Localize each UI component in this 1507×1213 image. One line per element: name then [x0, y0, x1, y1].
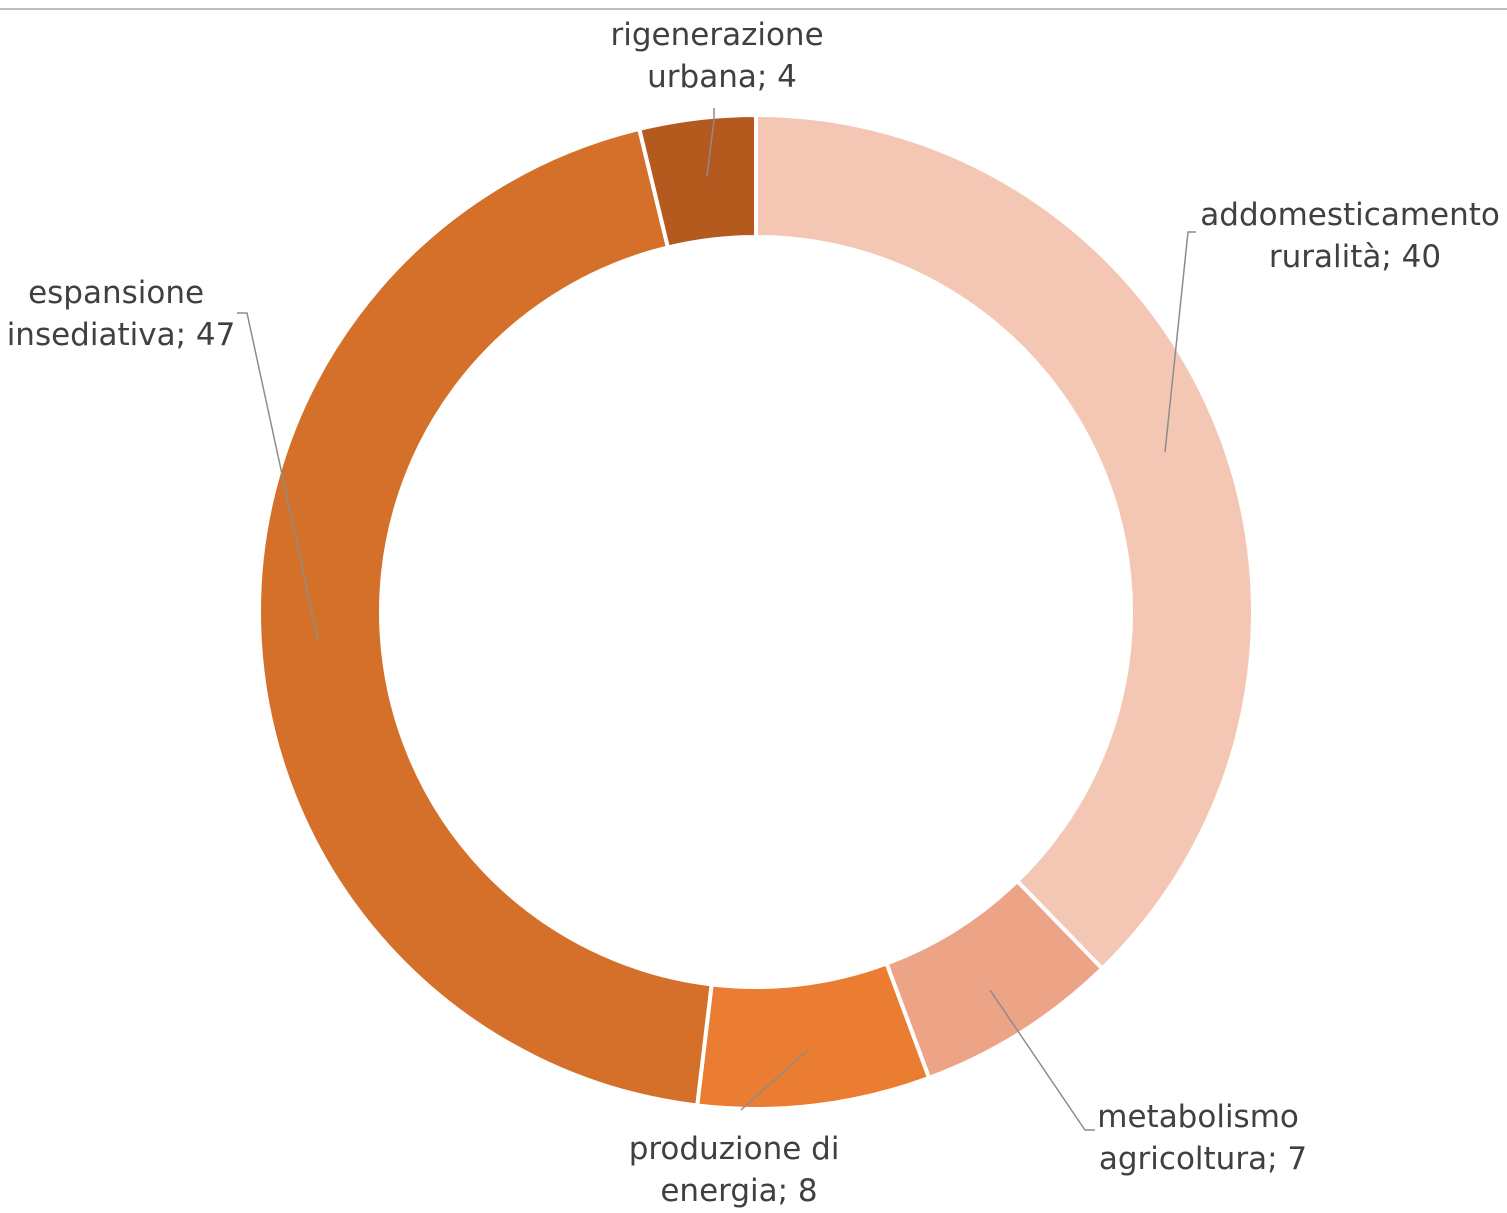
- leader-lines: [237, 108, 1196, 1131]
- leader-line-3: [740, 1049, 809, 1111]
- data-label-rigenerazione: rigenerazione urbana; 4: [611, 17, 834, 95]
- leader-line-5: [706, 108, 715, 177]
- donut-slice-4: [257, 126, 714, 1108]
- leader-line-2: [989, 989, 1095, 1131]
- data-label-metabolismo: metabolismo agricoltura; 7: [1097, 1099, 1308, 1177]
- data-label-produzione: produzione di energia; 8: [629, 1131, 850, 1209]
- donut-slices: [257, 112, 1255, 1111]
- donut-slice-5: [636, 112, 758, 250]
- leader-line-4: [237, 312, 319, 641]
- data-labels: addomesticamento ruralità; 40 metabolism…: [7, 17, 1507, 1209]
- data-label-addomesticamento: addomesticamento ruralità; 40: [1200, 197, 1507, 275]
- donut-slice-1: [754, 112, 1255, 972]
- donut-slice-3: [694, 960, 932, 1111]
- data-label-espansione: espansione insediativa; 47: [7, 275, 236, 353]
- leader-line-1: [1164, 231, 1196, 453]
- top-border-line: [0, 8, 1507, 10]
